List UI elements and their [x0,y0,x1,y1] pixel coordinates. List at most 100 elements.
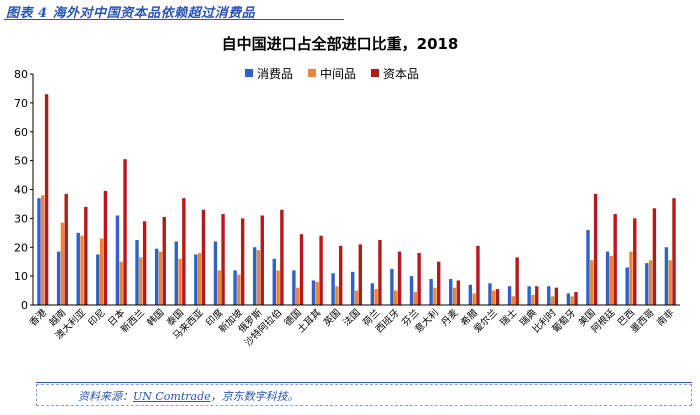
bar-0-6 [154,248,159,305]
bar-1-18 [394,290,398,305]
bar-2-8 [201,209,206,305]
bar-1-21 [452,287,457,305]
bar-2-28 [593,193,598,305]
bar-2-11 [260,215,264,305]
bar-0-7 [174,241,178,305]
x-tick-label: 香港 [27,306,49,328]
bar-1-6 [158,251,163,305]
bar-2-14 [319,235,323,305]
x-tick-label: 英国 [321,307,343,329]
bar-0-11 [252,247,257,305]
bar-1-15 [335,286,339,305]
bar-2-19 [417,253,421,305]
bar-0-26 [547,286,551,305]
bar-0-13 [292,270,296,305]
bar-2-16 [358,244,362,305]
legend-swatch-0 [245,69,253,77]
bar-0-12 [272,258,276,305]
bar-2-9 [221,214,225,305]
bar-1-7 [178,258,182,305]
y-tick-label: 0 [21,299,28,312]
bar-0-17 [370,283,375,305]
bar-1-30 [629,251,633,305]
bar-0-5 [135,240,139,305]
legend-swatch-2 [371,69,379,77]
bars-group [37,94,676,306]
bar-2-30 [633,218,637,306]
bar-1-23 [492,290,496,305]
bar-2-23 [495,289,500,305]
y-tick-label: 70 [14,97,28,110]
y-tick-label: 80 [14,68,28,81]
y-tick-label: 50 [14,155,28,168]
bar-2-6 [162,216,166,305]
bar-1-26 [550,296,555,305]
source-prefix: 资料来源： [78,390,133,403]
y-axis: 0 10 20 30 40 50 60 70 80 [14,68,34,312]
x-axis: 香港越南澳大利亚印尼日本新西兰韩国泰国马来西亚印度新加坡俄罗斯沙特阿拉伯德国土耳… [27,304,680,349]
bar-0-20 [429,279,433,305]
bar-1-0 [41,195,45,305]
bar-2-4 [123,159,127,305]
bar-0-29 [605,251,610,305]
bar-2-10 [240,218,245,306]
bar-1-5 [139,257,143,305]
bar-1-10 [237,274,241,305]
x-tick-label: 法国 [341,307,363,329]
x-tick-label: 瑞士 [498,306,520,328]
bar-2-5 [142,221,147,305]
bar-2-15 [338,245,343,305]
figure-caption: 图表 4 海外对中国资本品依赖超过消费品 [6,6,256,21]
bar-2-24 [515,257,519,305]
bar-2-25 [535,286,539,305]
bar-2-17 [378,240,382,305]
bar-1-19 [413,292,418,305]
source-rule [36,382,692,383]
bar-0-30 [625,267,629,305]
legend: 消费品 中间品 资本品 [245,66,419,81]
bar-0-16 [351,271,355,305]
bar-0-9 [213,241,218,305]
bar-2-22 [476,245,480,305]
bar-1-2 [80,235,84,305]
bar-1-1 [60,222,65,305]
bar-0-0 [37,198,41,305]
bar-1-32 [668,260,672,305]
bar-1-24 [511,296,516,305]
source-suffix: ，京东数字科技。 [210,390,299,403]
bar-2-13 [299,234,304,305]
source-org-link[interactable]: UN Comtrade [133,390,211,403]
bar-0-25 [527,286,531,305]
bar-2-3 [103,190,108,305]
bar-2-27 [574,292,578,305]
bar-1-27 [570,296,574,305]
bar-2-31 [652,208,657,305]
bar-1-12 [276,270,280,305]
bar-2-29 [613,214,617,305]
bar-1-16 [354,290,359,305]
bar-0-19 [409,276,414,306]
y-tick-label: 30 [14,212,28,225]
bar-0-27 [566,293,571,305]
source-text: 资料来源：UN Comtrade，京东数字科技。 [78,388,299,404]
bar-chart: 自中国进口占全部进口比重，2018 消费品 中间品 资本品 0 10 20 30 40 50 6… [14,35,680,349]
bar-0-28 [586,229,590,305]
bar-1-11 [256,250,261,305]
y-tick-label: 10 [14,270,28,283]
bar-1-20 [433,287,437,305]
legend-label-1: 中间品 [320,66,356,81]
bar-1-31 [648,260,653,305]
bar-0-18 [390,268,394,305]
bar-1-14 [315,281,319,305]
bar-2-2 [84,206,88,305]
bar-0-15 [331,273,335,305]
bar-0-2 [76,232,80,305]
x-tick-label: 丹麦 [439,306,461,328]
source-box [36,384,692,406]
caption-rule [4,19,344,20]
bar-0-1 [56,251,61,305]
bar-0-23 [488,283,492,305]
bar-0-14 [311,280,316,305]
bar-2-18 [397,251,402,305]
bar-1-22 [472,293,476,305]
